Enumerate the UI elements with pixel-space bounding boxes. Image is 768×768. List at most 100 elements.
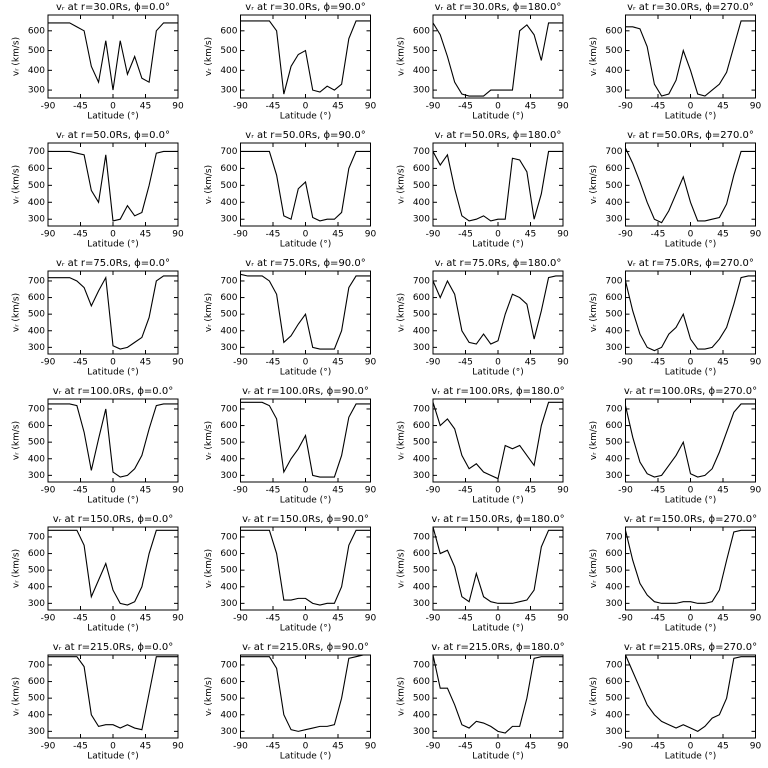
y-tick-label: 600: [605, 26, 622, 36]
x-tick-label: 0: [303, 230, 309, 240]
x-tick-label: 45: [140, 486, 151, 496]
x-tick-label: -45: [651, 102, 666, 112]
x-axis-label: Latitude (°): [665, 240, 716, 250]
x-tick-label: -45: [651, 486, 666, 496]
y-tick-label: 600: [220, 164, 237, 174]
plot-frame: [47, 526, 179, 611]
x-tick-label: 90: [172, 742, 184, 752]
y-tick-label: 500: [413, 438, 430, 448]
plot-frame: [432, 398, 564, 483]
y-tick-label: 600: [413, 421, 430, 431]
y-tick-label: 600: [220, 421, 237, 431]
panel-title: vᵣ at r=30.0Rs, ϕ=90.0°: [245, 2, 365, 13]
panel-title: vᵣ at r=215.0Rs, ϕ=0.0°: [53, 642, 173, 653]
y-tick-label: 600: [220, 26, 237, 36]
panel-title: vᵣ at r=215.0Rs, ϕ=90.0°: [242, 642, 369, 653]
x-tick-label: 0: [303, 614, 309, 624]
x-tick-label: -90: [618, 230, 633, 240]
x-tick-label: -45: [266, 102, 281, 112]
data-line: [48, 403, 178, 478]
y-tick-label: 400: [220, 454, 237, 464]
y-tick-label: 400: [220, 66, 237, 76]
y-tick-label: 500: [28, 438, 45, 448]
y-tick-label: 500: [28, 566, 45, 576]
x-tick-label: 0: [495, 742, 501, 752]
data-line: [240, 529, 371, 606]
x-tick-label: -90: [41, 614, 56, 624]
panel-title: vᵣ at r=75.0Rs, ϕ=180.0°: [435, 258, 562, 269]
x-tick-label: 45: [717, 230, 728, 240]
y-axis-label: vᵣ (km/s): [589, 421, 599, 460]
x-axis-label: Latitude (°): [280, 624, 331, 634]
x-tick-label: 90: [557, 486, 569, 496]
y-tick-label: 500: [413, 694, 430, 704]
y-axis-label: vᵣ (km/s): [397, 293, 407, 332]
y-tick-label: 400: [413, 66, 430, 76]
panel-title: vᵣ at r=100.0Rs, ϕ=270.0°: [624, 386, 757, 397]
x-tick-label: 0: [110, 230, 116, 240]
x-tick-label: 45: [717, 486, 728, 496]
x-axis-label: Latitude (°): [87, 112, 138, 122]
x-tick-label: -45: [73, 230, 88, 240]
y-tick-label: 400: [605, 454, 622, 464]
y-tick-label: 600: [28, 421, 45, 431]
y-tick-label: 300: [220, 599, 237, 609]
plot-frame: [625, 14, 756, 99]
y-tick-label: 500: [605, 438, 622, 448]
y-tick-label: 500: [28, 694, 45, 704]
x-axis-label: Latitude (°): [280, 752, 331, 762]
y-tick-label: 600: [28, 164, 45, 174]
y-tick-label: 300: [605, 86, 622, 96]
data-line: [624, 275, 756, 352]
y-tick-label: 500: [220, 566, 237, 576]
x-tick-label: 0: [303, 742, 309, 752]
y-tick-label: 500: [28, 310, 45, 320]
x-tick-label: -45: [266, 358, 281, 368]
y-tick-label: 300: [413, 86, 430, 96]
x-tick-label: -45: [458, 358, 473, 368]
y-tick-label: 700: [605, 660, 622, 670]
x-axis-label: Latitude (°): [472, 112, 523, 122]
x-tick-label: 90: [365, 742, 377, 752]
x-tick-label: 90: [557, 742, 569, 752]
x-tick-label: -45: [266, 742, 281, 752]
x-tick-label: 45: [332, 614, 343, 624]
y-tick-label: 300: [413, 599, 430, 609]
x-tick-label: -45: [73, 358, 88, 368]
panel-title: vᵣ at r=30.0Rs, ϕ=270.0°: [627, 2, 754, 13]
plot-frame: [625, 654, 756, 739]
y-tick-label: 600: [413, 164, 430, 174]
x-tick-label: 90: [365, 486, 377, 496]
x-tick-label: -45: [73, 486, 88, 496]
y-tick-label: 500: [220, 310, 237, 320]
x-tick-label: -90: [233, 742, 248, 752]
x-axis-label: Latitude (°): [665, 496, 716, 506]
x-tick-label: -45: [651, 230, 666, 240]
y-tick-label: 300: [220, 343, 237, 353]
y-tick-label: 300: [220, 471, 237, 481]
x-axis-label: Latitude (°): [665, 368, 716, 378]
x-tick-label: -45: [73, 102, 88, 112]
x-tick-label: 0: [495, 614, 501, 624]
data-line: [48, 656, 178, 731]
y-tick-label: 400: [413, 454, 430, 464]
x-axis-label: Latitude (°): [472, 240, 523, 250]
data-line: [48, 150, 178, 222]
y-tick-label: 700: [220, 404, 237, 414]
x-tick-label: -45: [458, 230, 473, 240]
x-axis-label: Latitude (°): [280, 496, 331, 506]
x-tick-label: 0: [495, 358, 501, 368]
data-line: [240, 273, 371, 350]
x-tick-label: -45: [73, 742, 88, 752]
y-tick-label: 400: [220, 326, 237, 336]
data-line: [432, 275, 563, 345]
y-tick-label: 500: [413, 46, 430, 56]
x-tick-label: -90: [41, 230, 56, 240]
x-tick-label: 90: [557, 358, 569, 368]
plot-frame: [625, 526, 756, 611]
plot-frame: [47, 654, 179, 739]
x-tick-label: -45: [651, 358, 666, 368]
y-tick-label: 600: [413, 293, 430, 303]
panel-title: vᵣ at r=100.0Rs, ϕ=180.0°: [431, 386, 564, 397]
y-tick-label: 700: [413, 147, 430, 157]
